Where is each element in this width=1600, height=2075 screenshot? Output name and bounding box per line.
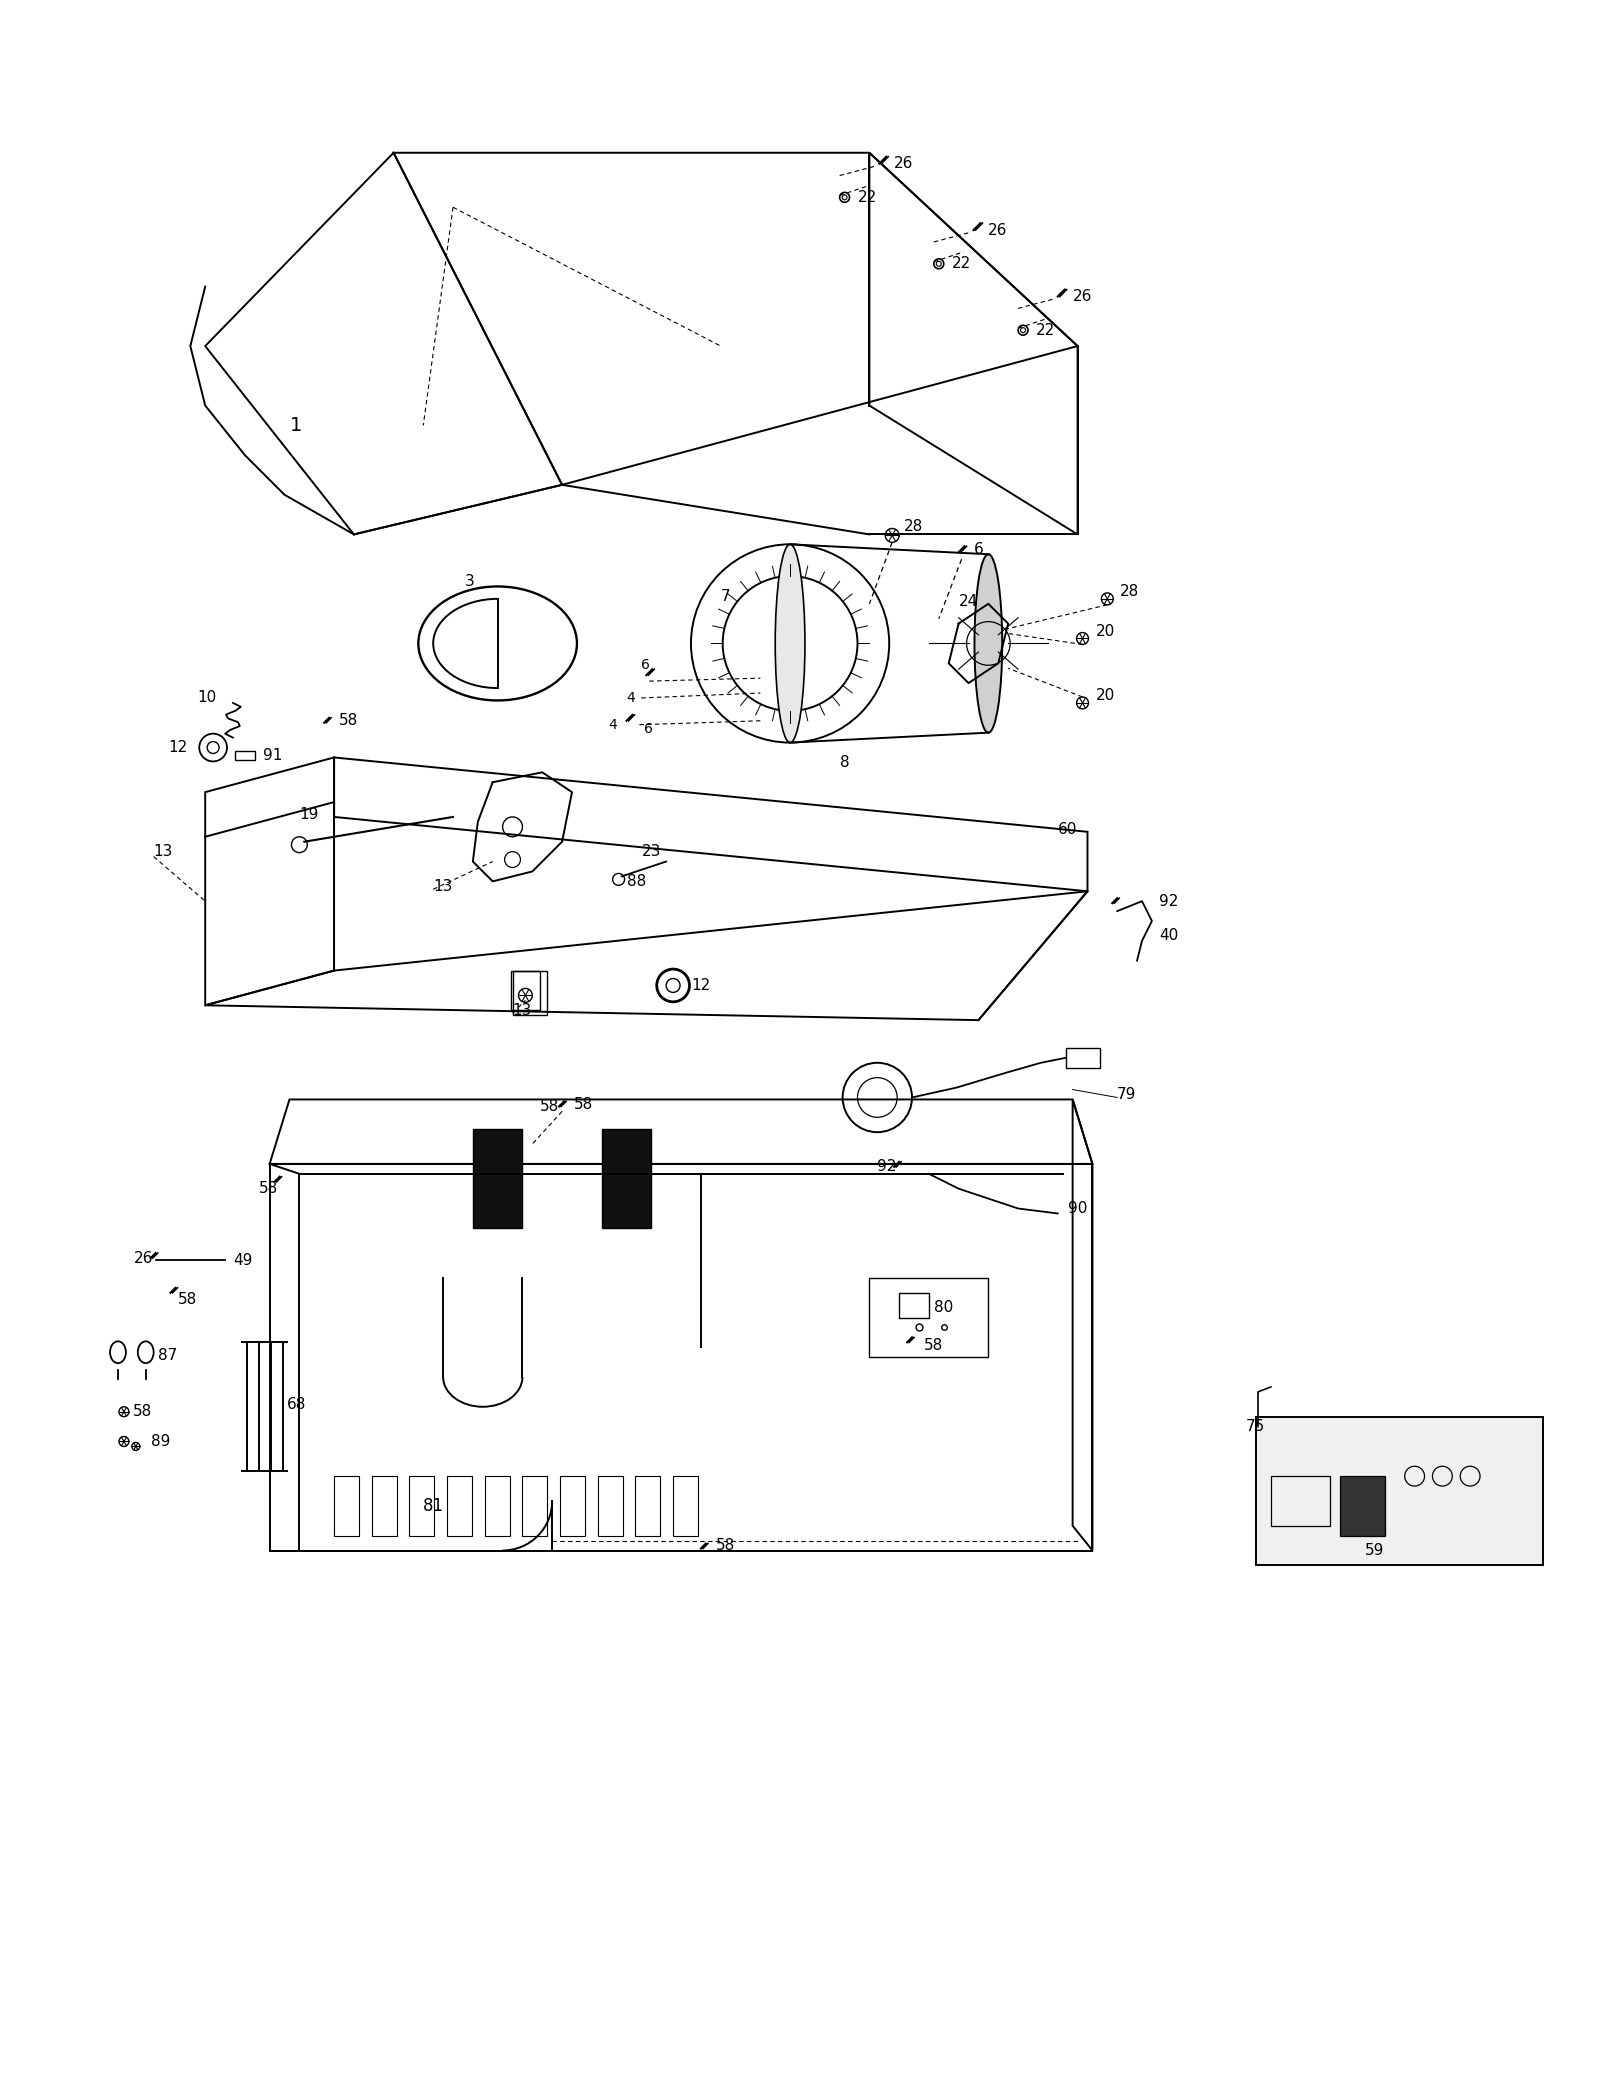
- Text: 60: 60: [1058, 822, 1077, 838]
- Text: 22: 22: [952, 257, 971, 272]
- Text: 90: 90: [1067, 1201, 1086, 1216]
- Text: 10: 10: [197, 691, 216, 706]
- Text: 58: 58: [178, 1293, 197, 1307]
- Bar: [1066, 1048, 1101, 1069]
- Text: 3: 3: [466, 575, 475, 589]
- Text: 58: 58: [541, 1100, 560, 1114]
- Ellipse shape: [776, 544, 805, 743]
- Ellipse shape: [974, 554, 1002, 732]
- Text: 23: 23: [642, 845, 661, 859]
- Text: 58: 58: [715, 1538, 734, 1552]
- Bar: [1341, 1475, 1386, 1535]
- Text: 12: 12: [691, 977, 710, 994]
- Text: 59: 59: [1365, 1544, 1384, 1558]
- Text: 58: 58: [339, 714, 358, 728]
- Text: 40: 40: [1158, 928, 1178, 944]
- Text: 13: 13: [154, 845, 173, 859]
- Text: 26: 26: [1072, 288, 1091, 305]
- Text: 80: 80: [934, 1301, 954, 1316]
- Text: 8: 8: [840, 755, 850, 770]
- Bar: [1270, 1475, 1330, 1525]
- Text: 4: 4: [627, 691, 635, 706]
- Bar: [235, 751, 254, 759]
- Bar: [602, 1129, 651, 1228]
- Bar: [869, 1278, 989, 1357]
- Bar: [899, 1293, 930, 1318]
- Text: 6: 6: [645, 722, 653, 737]
- Bar: [510, 971, 541, 1011]
- Text: 58: 58: [923, 1338, 942, 1353]
- Text: 87: 87: [158, 1349, 178, 1363]
- Text: 1: 1: [290, 415, 302, 436]
- Text: 22: 22: [1035, 324, 1054, 338]
- Text: 91: 91: [262, 747, 282, 764]
- Text: 6: 6: [973, 542, 984, 556]
- Text: 7: 7: [720, 589, 730, 604]
- Text: 28: 28: [1120, 585, 1139, 600]
- Text: 68: 68: [286, 1396, 306, 1413]
- Text: 6: 6: [642, 658, 650, 672]
- Text: 26: 26: [134, 1251, 154, 1266]
- Text: 26: 26: [989, 222, 1008, 237]
- Bar: [512, 971, 547, 1015]
- Text: 92: 92: [1158, 894, 1178, 909]
- Text: 20: 20: [1096, 689, 1115, 703]
- Text: 79: 79: [1117, 1087, 1136, 1102]
- Text: 26: 26: [894, 156, 914, 170]
- Text: 75: 75: [1246, 1419, 1266, 1434]
- Text: 58: 58: [133, 1405, 152, 1419]
- Text: 22: 22: [858, 189, 877, 205]
- Text: 24: 24: [958, 593, 978, 610]
- Text: 49: 49: [234, 1253, 253, 1268]
- Text: 20: 20: [1096, 625, 1115, 639]
- Text: 88: 88: [627, 874, 646, 888]
- Text: 92: 92: [877, 1160, 896, 1174]
- Text: 19: 19: [299, 807, 318, 822]
- Text: 58: 58: [574, 1098, 594, 1112]
- Bar: [1256, 1417, 1544, 1565]
- Text: 81: 81: [424, 1496, 445, 1515]
- Bar: [474, 1129, 523, 1228]
- Text: 13: 13: [512, 1002, 531, 1017]
- Text: 28: 28: [904, 519, 923, 533]
- Text: 12: 12: [168, 741, 187, 755]
- Text: 4: 4: [608, 718, 618, 732]
- Text: 89: 89: [150, 1434, 170, 1448]
- Text: 58: 58: [259, 1181, 278, 1195]
- Text: 13: 13: [434, 880, 453, 894]
